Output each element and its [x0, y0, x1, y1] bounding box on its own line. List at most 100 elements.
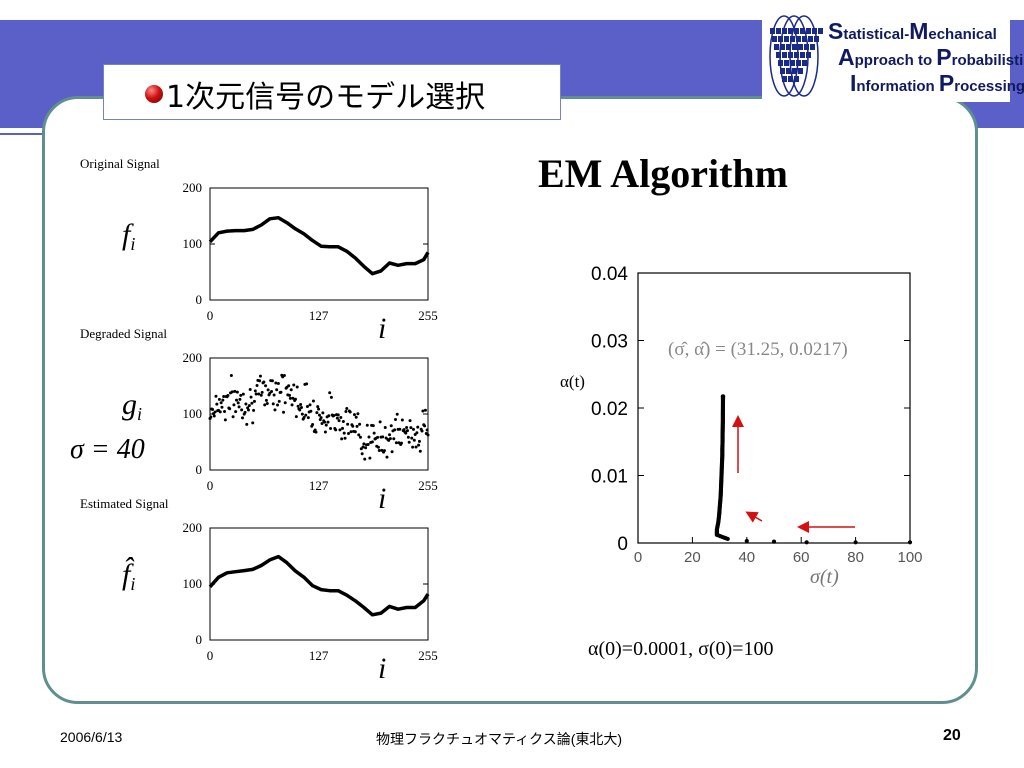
data-point — [394, 441, 398, 445]
data-point — [306, 416, 310, 420]
data-point — [252, 408, 256, 412]
data-point — [213, 410, 217, 414]
data-point — [367, 435, 371, 439]
logo-block — [802, 60, 807, 66]
em-trajectory-chart: 0 0.01 0.02 0.03 0.04 0 20 40 60 80 100 σ(t) α(t) (σ̂… — [560, 264, 923, 588]
logo-block — [798, 68, 803, 74]
logo-word: echanical — [928, 26, 997, 43]
logo-block — [804, 44, 809, 50]
data-point — [249, 395, 253, 399]
y-tick-label: 0 — [617, 534, 628, 555]
x-tick-label: 0 — [207, 308, 214, 323]
data-point — [408, 419, 412, 423]
data-point — [237, 405, 241, 409]
data-point — [317, 413, 321, 417]
data-point — [289, 388, 293, 392]
arrow-diagonal — [745, 511, 763, 523]
data-point — [388, 433, 392, 437]
data-point — [382, 449, 386, 453]
data-point — [370, 440, 374, 444]
data-point — [258, 374, 262, 378]
data-point — [355, 424, 359, 428]
x-tick-label: 127 — [309, 308, 329, 323]
data-point — [720, 394, 726, 399]
data-point — [233, 389, 237, 393]
data-point — [239, 393, 243, 397]
data-point — [337, 419, 341, 423]
data-point — [360, 452, 364, 456]
data-point — [236, 401, 240, 405]
data-point — [223, 409, 227, 413]
data-point — [290, 403, 294, 407]
data-point — [390, 450, 394, 454]
data-point — [853, 540, 858, 545]
logo-word: A — [838, 44, 855, 70]
logo-word: pproach to — [854, 52, 937, 69]
logo-block — [778, 36, 783, 42]
data-point — [276, 382, 280, 386]
data-point — [417, 439, 421, 443]
data-point — [354, 415, 358, 419]
data-point — [423, 424, 427, 428]
logo-block — [778, 60, 783, 66]
logo-block — [806, 52, 811, 58]
x-tick-label: 255 — [418, 648, 438, 663]
logo-block — [784, 60, 789, 66]
logo-block — [818, 28, 823, 34]
data-point — [319, 416, 323, 420]
logo-block — [790, 60, 795, 66]
data-point — [335, 416, 339, 420]
data-point — [371, 424, 375, 428]
data-point — [294, 415, 298, 419]
data-point — [411, 427, 415, 431]
data-point — [421, 409, 425, 413]
data-point — [407, 440, 411, 444]
data-point — [425, 428, 429, 432]
data-point — [329, 395, 333, 399]
data-point — [240, 416, 244, 420]
logo-block — [800, 52, 805, 58]
y-tick-label: 0.04 — [591, 264, 628, 285]
y-tick-label: 0 — [196, 632, 203, 647]
data-point — [418, 449, 422, 453]
data-point — [211, 408, 215, 412]
data-point — [231, 415, 235, 419]
data-point — [220, 405, 224, 409]
y-tick-label: 100 — [183, 576, 203, 591]
logo — [762, 8, 1010, 102]
data-point — [263, 403, 267, 407]
data-point — [324, 423, 328, 427]
y-axis-label: α(t) — [560, 372, 585, 391]
data-point — [363, 457, 367, 461]
y-axis-label: gi — [122, 388, 142, 424]
data-point — [302, 416, 306, 420]
data-point — [400, 418, 404, 422]
data-point — [298, 408, 302, 412]
data-point — [336, 413, 340, 417]
logo-block — [796, 36, 801, 42]
data-point — [221, 398, 225, 402]
data-point — [260, 390, 264, 394]
data-point — [343, 436, 347, 440]
data-point — [377, 448, 381, 452]
logo-block — [810, 44, 815, 50]
x-tick-label: 0 — [634, 549, 642, 566]
logo-text: Statistical-Mechanical Approach to Probab… — [828, 20, 1024, 98]
data-point — [389, 424, 393, 428]
x-tick-label: 100 — [897, 549, 922, 566]
data-point — [346, 422, 350, 426]
data-point — [243, 410, 247, 414]
data-point — [320, 422, 324, 426]
y-tick-label: 0 — [196, 292, 203, 307]
series-line — [208, 554, 430, 617]
data-point — [410, 436, 414, 440]
data-point — [402, 428, 406, 432]
x-tick-label: 60 — [793, 549, 810, 566]
logo-word: rocessing — [954, 78, 1024, 95]
footer-course: 物理フラクチュオマティクス論(東北大) — [376, 731, 623, 747]
data-point — [252, 399, 256, 403]
logo-block — [776, 28, 781, 34]
data-point — [270, 379, 274, 383]
data-point — [253, 389, 257, 393]
